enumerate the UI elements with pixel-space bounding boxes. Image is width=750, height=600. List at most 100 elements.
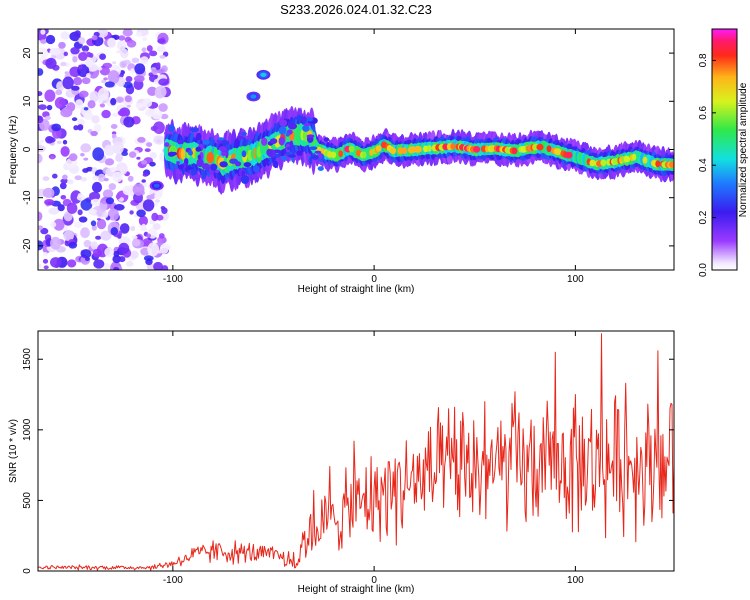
noise-blob [90,220,97,227]
noise-blob [93,123,102,133]
noise-blob [38,115,44,124]
noise-blob [38,145,46,153]
noise-blob [90,130,98,137]
noise-blob [99,53,106,60]
ridge-scatter [195,146,202,152]
ridge-cell [669,161,674,168]
noise-blob [140,56,149,64]
noise-blob [40,29,46,35]
noise-blob [148,72,154,77]
snr-y-axis: 0 500 1000 1500 [22,348,674,574]
noise-blob [103,178,109,182]
noise-blob [73,221,82,228]
noise-blob [90,198,101,206]
noise-blob [70,47,80,55]
x-tick-label: 0 [371,575,377,586]
noise-blob [38,153,43,164]
noise-blob [159,55,166,59]
noise-blob [99,103,106,108]
ridge-scatter [261,137,268,146]
ridge-scatter [164,142,170,148]
noise-region [38,29,172,270]
snr-frame [37,330,675,572]
ridge-scatter [241,170,245,178]
noise-blob [103,77,108,81]
noise-blob [52,173,58,179]
ridge-scatter [177,139,182,145]
noise-blob [57,140,62,144]
noise-blob [99,66,111,76]
noise-blob [141,47,147,52]
x-tick-label: -100 [163,274,183,285]
noise-blob [95,235,102,240]
noise-blob [44,89,56,102]
noise-blob [160,206,166,210]
ridge-scatter [217,137,225,141]
colorbar-tick-label: 0.4 [698,158,709,172]
ridge-scatter [176,161,181,165]
noise-blob [110,227,119,236]
figure-title: S233.2026.024.01.32.C23 [280,2,432,17]
noise-blob [55,89,63,96]
y-tick-label: 500 [22,492,33,509]
noise-blob [50,236,62,250]
ridge-cell [555,148,562,156]
noise-blob [44,115,51,121]
noise-blob [62,76,74,90]
snr-y-label: SNR (10 * v/v) [8,419,19,483]
noise-blob [147,242,160,257]
noise-blob [133,75,145,83]
noise-blob [93,259,105,269]
noise-blob [45,57,57,69]
ridge-scatter [273,160,279,169]
ridge-cell [400,147,408,155]
noise-blob [110,166,117,173]
noise-blob [80,227,90,239]
noise-blob [83,112,94,120]
noise-blob [78,37,86,45]
noise-blob [141,223,146,229]
noise-blob [43,265,49,270]
noise-blob [104,144,115,156]
noise-blob [128,151,137,158]
noise-blob [64,71,70,75]
noise-blob [73,77,83,86]
noise-blob [80,152,85,157]
noise-blob [130,68,135,74]
ridge-scatter [279,119,288,127]
noise-blob [146,142,153,148]
noise-blob [48,207,60,215]
noise-blob [81,77,91,85]
noise-blob [135,102,144,109]
noise-blob [112,112,118,118]
ridge-cell [206,152,214,164]
noise-blob [57,204,65,212]
noise-blob [46,104,53,111]
ridge-cell [450,143,456,150]
noise-blob [129,210,134,215]
noise-blob [77,209,83,216]
noise-blob [112,61,117,65]
ridge-cell [589,159,596,167]
spectrogram-x-axis: -100 0 100 [163,29,584,285]
noise-blob [158,78,170,86]
noise-blob [78,52,88,61]
ridge-scatter [179,164,184,170]
ridge-scatter [190,169,197,176]
noise-blob [72,56,78,63]
ridge-scatter [202,139,210,145]
spectrogram-x-label: Height of straight line (km) [298,284,415,295]
noise-blob [129,184,134,190]
noise-blob [157,69,164,74]
ridge-cell [536,143,544,151]
noise-blob [121,151,128,156]
colorbar-tick-label: 0.6 [698,105,709,119]
colorbar-gradient [711,28,738,271]
noise-blob [97,66,103,71]
noise-blob [90,241,98,250]
colorbar: 0.0 0.2 0.4 0.6 0.8 Normalized spectral ampl… [698,28,749,277]
ridge-cell [330,151,337,159]
noise-blob [59,182,67,190]
noise-blob [149,161,156,167]
noise-blob [125,260,134,267]
